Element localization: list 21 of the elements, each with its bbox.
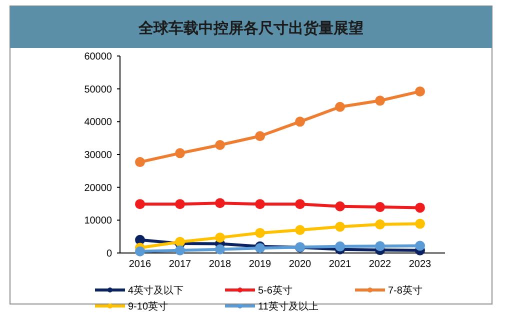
x-tick-label: 2019: [248, 259, 272, 270]
legend-label: 11英寸及以上: [258, 300, 318, 312]
y-tick-label: 50000: [84, 84, 112, 96]
y-tick-label: 40000: [84, 117, 112, 128]
y-tick-label: 10000: [84, 216, 112, 227]
y-tick-label: 30000: [84, 150, 112, 161]
legend-label: 4英寸及以下: [128, 284, 184, 296]
legend-label: 9-10英寸: [128, 300, 168, 312]
chart-title: 全球车载中控屏各尺寸出货量展望: [138, 19, 364, 37]
x-tick-label: 2016: [128, 259, 152, 270]
legend-label: 7-8英寸: [388, 284, 422, 296]
y-tick-label: 0: [106, 248, 112, 260]
y-tick-label: 60000: [84, 52, 112, 62]
x-tick-label: 2018: [208, 259, 232, 270]
x-tick-label: 2022: [368, 259, 392, 270]
x-tick-label: 2021: [328, 259, 352, 270]
legend-label: 5-6英寸: [258, 284, 292, 296]
y-tick-label: 20000: [84, 182, 112, 194]
x-tick-label: 2017: [168, 259, 192, 270]
x-tick-label: 2023: [408, 259, 432, 270]
x-tick-label: 2020: [288, 259, 312, 270]
